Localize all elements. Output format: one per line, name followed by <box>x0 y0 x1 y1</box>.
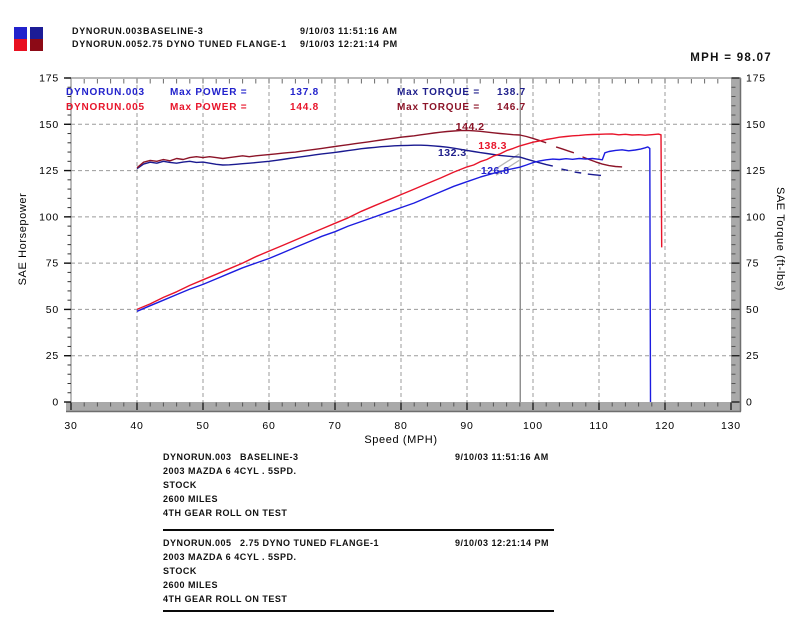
footer-run-desc: BASELINE-3 <box>240 452 299 462</box>
svg-text:110: 110 <box>589 420 608 432</box>
legend-file: DYNORUN.005 <box>66 102 145 113</box>
svg-text:75: 75 <box>746 258 759 270</box>
svg-text:30: 30 <box>64 420 77 432</box>
run-desc: BASELINE-3 <box>143 26 204 36</box>
svg-text:80: 80 <box>394 420 407 432</box>
run-file: DYNORUN.003 <box>72 26 143 36</box>
footer-info-line: 2003 MAZDA 6 4CYL . 5SPD. <box>163 466 297 476</box>
legend-max-torque-value: 138.7 <box>497 87 527 98</box>
svg-text:150: 150 <box>39 119 59 131</box>
legend-max-power-label: Max POWER = <box>170 87 248 98</box>
run-datetime: 9/10/03 12:21:14 PM <box>300 39 398 49</box>
svg-text:50: 50 <box>196 420 209 432</box>
footer-info-line: 2600 MILES <box>163 580 219 590</box>
legend-max-power-value: 137.8 <box>290 87 320 98</box>
svg-text:100: 100 <box>746 211 766 223</box>
legend-file: DYNORUN.003 <box>66 87 145 98</box>
run-desc: 2.75 DYNO TUNED FLANGE-1 <box>143 39 287 49</box>
svg-text:100: 100 <box>39 211 59 223</box>
footer-run-desc: 2.75 DYNO TUNED FLANGE-1 <box>240 538 380 548</box>
footer-info-line: STOCK <box>163 566 197 576</box>
footer-info-line: 4TH GEAR ROLL ON TEST <box>163 508 288 518</box>
footer-run-file: DYNORUN.003 <box>163 452 232 462</box>
y-axis-title-right: SAE Torque (ft-lbs) <box>774 186 786 292</box>
footer-info-line: 4TH GEAR ROLL ON TEST <box>163 594 288 604</box>
run-datetime: 9/10/03 11:51:16 AM <box>300 26 398 36</box>
svg-text:40: 40 <box>130 420 143 432</box>
torque-swatch-run1 <box>30 27 43 39</box>
legend-max-torque-value: 146.7 <box>497 102 527 113</box>
svg-text:25: 25 <box>746 350 759 362</box>
svg-text:0: 0 <box>746 397 753 409</box>
legend-max-power-value: 144.8 <box>290 102 320 113</box>
footer-run-datetime: 9/10/03 11:51:16 AM <box>455 452 549 462</box>
footer-run-datetime: 9/10/03 12:21:14 PM <box>455 538 550 548</box>
svg-text:50: 50 <box>46 304 59 316</box>
torque-swatch-run2 <box>30 39 43 51</box>
cursor-value-label: 138.3 <box>478 140 507 153</box>
svg-text:70: 70 <box>328 420 341 432</box>
svg-text:60: 60 <box>262 420 275 432</box>
footer-separator <box>163 610 554 612</box>
svg-text:125: 125 <box>39 165 59 177</box>
x-axis-title: Speed (MPH) <box>364 434 438 446</box>
footer-run-block: DYNORUN.005 2.75 DYNO TUNED FLANGE-1 9/1… <box>163 538 583 608</box>
footer-info-line: STOCK <box>163 480 197 490</box>
footer-run-file: DYNORUN.005 <box>163 538 232 548</box>
power-swatch-run1 <box>14 27 27 39</box>
mph-cursor-readout: MPH = 98.07 <box>690 52 772 64</box>
cursor-value-label: 144.2 <box>455 120 485 133</box>
svg-text:130: 130 <box>721 420 741 432</box>
footer-separator <box>163 529 554 531</box>
legend-max-torque-label: Max TORQUE = <box>397 87 481 98</box>
svg-text:90: 90 <box>460 420 473 432</box>
y-axis-title-left: SAE Horsepower <box>17 192 29 286</box>
power-swatch-run2 <box>14 39 27 51</box>
svg-text:0: 0 <box>52 397 59 409</box>
power-runs-swatch <box>14 27 27 51</box>
svg-text:125: 125 <box>746 165 766 177</box>
cursor-value-label: 126.8 <box>480 165 510 178</box>
svg-text:25: 25 <box>46 350 59 362</box>
svg-text:75: 75 <box>46 258 59 270</box>
legend-max-power-label: Max POWER = <box>170 102 248 113</box>
footer-run-block: DYNORUN.003 BASELINE-3 9/10/03 11:51:16 … <box>163 452 583 522</box>
run-file: DYNORUN.005 <box>72 39 143 49</box>
svg-text:50: 50 <box>746 304 759 316</box>
svg-text:150: 150 <box>746 119 766 131</box>
svg-text:175: 175 <box>39 73 59 85</box>
cursor-value-label: 132.3 <box>437 147 467 160</box>
footer-info-line: 2600 MILES <box>163 494 219 504</box>
legend-max-torque-label: Max TORQUE = <box>397 102 481 113</box>
svg-text:100: 100 <box>523 420 543 432</box>
svg-text:175: 175 <box>746 73 766 85</box>
svg-text:120: 120 <box>655 420 675 432</box>
footer-info-line: 2003 MAZDA 6 4CYL . 5SPD. <box>163 552 297 562</box>
torque-runs-swatch <box>30 27 43 51</box>
